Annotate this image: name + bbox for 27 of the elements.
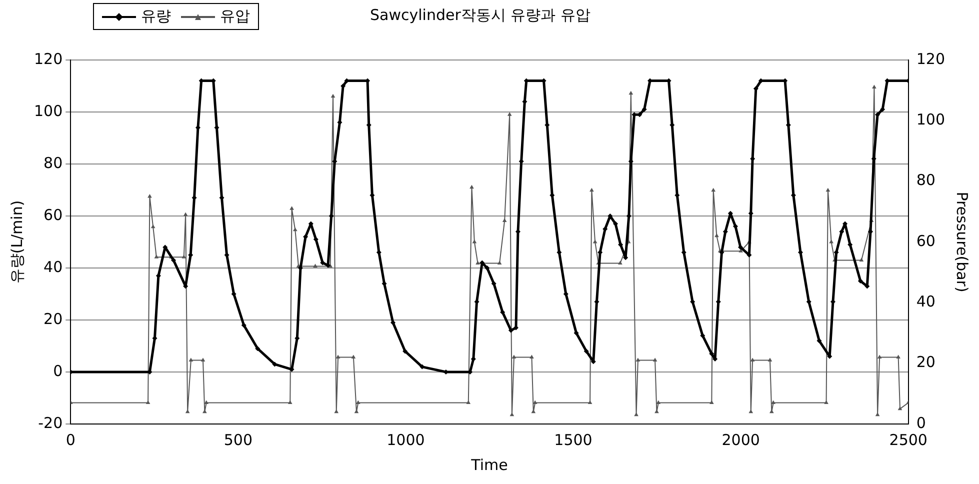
x-tick-label: 1000 [386, 430, 425, 449]
y-tick-label: 80 [44, 154, 63, 172]
y-tick-label: 40 [44, 258, 63, 276]
legend-label: 유량 [141, 7, 171, 26]
y2-tick-label: 20 [916, 353, 936, 372]
y2-tick-label: 80 [916, 171, 936, 190]
y-tick-label: 0 [53, 362, 63, 380]
y2-axis-title: Pressure(bar) [953, 192, 972, 292]
y2-tick-label: 100 [916, 110, 946, 129]
legend-label: 유압 [220, 7, 250, 26]
y2-tick-label: 0 [916, 414, 926, 432]
y2-tick-label: 120 [916, 50, 946, 68]
y-tick-label: 100 [34, 102, 63, 120]
x-tick-label: 500 [224, 430, 252, 449]
y-tick-label: -20 [38, 414, 63, 432]
chart-title: Sawcylinder작동시 유량과 유압 [370, 6, 590, 25]
y2-tick-label: 40 [916, 292, 936, 311]
x-tick-label: 2500 [889, 430, 928, 449]
x-tick-label: 1500 [554, 430, 592, 449]
y-axis-title: 유량(L/min) [8, 200, 26, 284]
y2-tick-label: 60 [916, 232, 936, 250]
x-tick-label: 0 [66, 430, 76, 449]
x-tick-label: 2000 [722, 430, 760, 449]
y-tick-label: 60 [44, 206, 63, 224]
y-tick-label: 120 [34, 50, 63, 68]
y-tick-label: 20 [44, 310, 63, 328]
x-axis-title: Time [470, 456, 508, 474]
